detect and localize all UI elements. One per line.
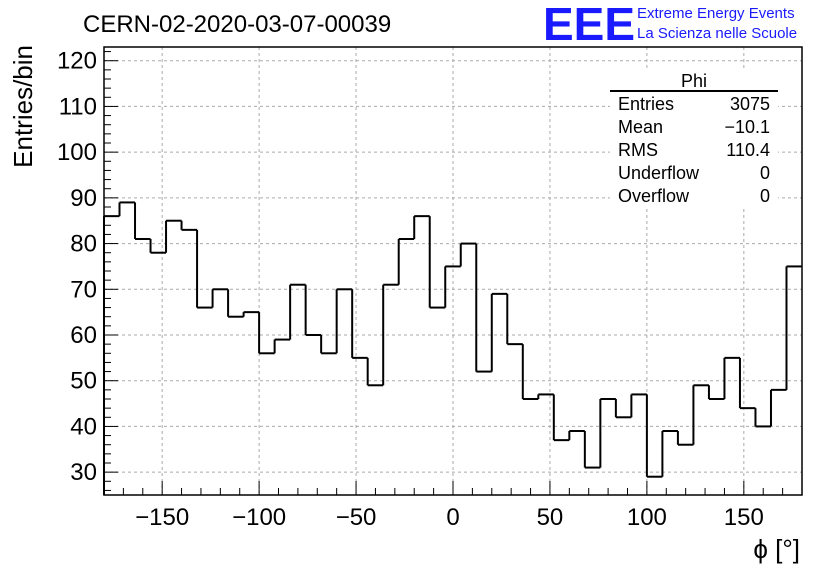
eee-logo-line1: Extreme Energy Events — [637, 5, 795, 22]
x-axis-label: ϕ [°] — [753, 534, 800, 564]
y-axis-ticks: 30 40 50 60 70 80 90 100 110 120 — [57, 48, 118, 491]
stats-box-title: Phi — [681, 71, 707, 91]
stats-row-label: Entries — [618, 94, 674, 114]
x-tick-label: 150 — [724, 504, 764, 531]
x-tick-label: −150 — [135, 504, 189, 531]
y-axis-label: Entries/bin — [8, 45, 38, 168]
y-tick-label: 110 — [59, 93, 97, 120]
y-tick-label: 120 — [57, 48, 97, 75]
stats-row-value: 110.4 — [726, 140, 770, 160]
y-tick-label: 80 — [70, 231, 97, 258]
y-tick-label: 30 — [70, 459, 97, 486]
y-tick-label: 70 — [70, 276, 97, 303]
y-tick-label: 100 — [57, 139, 97, 166]
y-tick-label: 50 — [70, 368, 97, 395]
x-tick-label: −100 — [232, 504, 286, 531]
stats-row-value: 3075 — [730, 94, 770, 114]
x-tick-label: 100 — [627, 504, 667, 531]
stats-box-bg — [610, 70, 778, 207]
stats-row-label: Mean — [618, 117, 663, 137]
y-tick-label: 60 — [70, 322, 97, 349]
stats-box: Phi Entries 3075 Mean −10.1 RMS 110.4 Underflo… — [610, 70, 778, 207]
y-tick-label: 90 — [70, 185, 97, 212]
y-tick-label: 40 — [70, 413, 97, 440]
stats-row-value: −10.1 — [724, 117, 770, 137]
stats-row-value: 0 — [760, 186, 770, 206]
x-axis-ticks: −150 −100 −50 0 50 100 150 — [122, 481, 784, 531]
x-tick-label: 0 — [446, 504, 459, 531]
stats-row-label: Underflow — [618, 163, 700, 183]
stats-row-label: RMS — [618, 140, 658, 160]
stats-row-value: 0 — [760, 163, 770, 183]
x-tick-label: −50 — [336, 504, 377, 531]
eee-logo-text: EEE — [543, 0, 635, 50]
run-id-title: CERN-02-2020-03-07-00039 — [83, 11, 391, 38]
stats-row-label: Overflow — [618, 186, 690, 206]
x-tick-label: 50 — [537, 504, 564, 531]
eee-logo-line2: La Scienza nelle Scuole — [637, 25, 797, 42]
eee-logo: EEE Extreme Energy Events La Scienza nel… — [543, 0, 797, 50]
